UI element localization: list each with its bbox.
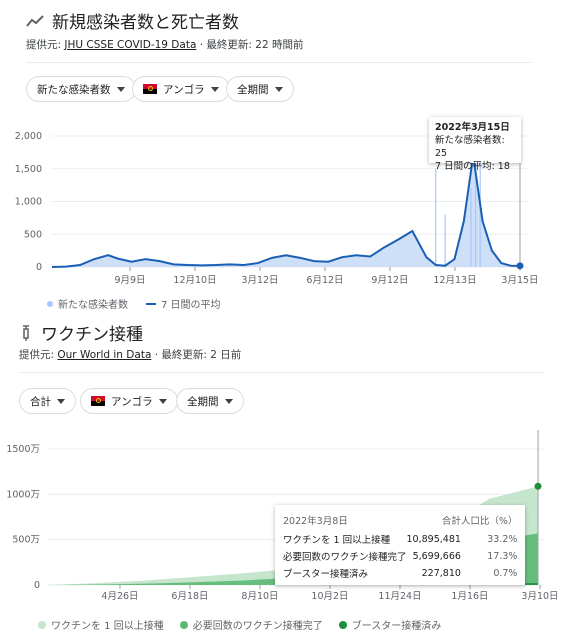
x-tick-label: 3月10日: [521, 591, 558, 602]
angola-flag-icon: [143, 84, 157, 94]
legend-booster-label: ブースター接種済み: [351, 621, 442, 632]
avg-line: [51, 155, 521, 268]
x-tick-label: 8月10日: [241, 591, 278, 602]
caret-down-icon: [274, 86, 283, 92]
cases-section-title: 新規感染者数と死亡者数: [26, 8, 239, 33]
y-tick-label: 500万: [12, 535, 40, 546]
y-tick-label: 1,000: [15, 197, 42, 208]
tooltip-avg-value: 18: [497, 161, 510, 172]
cases-tooltip: 2022年3月15日 新たな感染者数: 25 7 日間の平均: 18: [429, 117, 521, 172]
y-tick-label: 1000万: [6, 489, 40, 500]
y-tick-label: 0: [36, 262, 42, 273]
caret-down-icon: [224, 398, 233, 404]
legend-bars-swatch: [47, 300, 53, 307]
caret-down-icon: [158, 398, 167, 404]
x-tick-label: 4月26日: [101, 591, 138, 602]
vaccine-period-dropdown[interactable]: 全期間: [176, 388, 244, 414]
vaccine-legend: ワクチンを 1 回以上接種 必要回数のワクチン接種完了 ブースター接種済み: [38, 617, 441, 632]
metric-dropdown-label: 新たな感染者数: [37, 83, 111, 96]
y-tick-label: 2,000: [15, 131, 42, 142]
source-prefix: 提供元:: [19, 349, 58, 361]
cases-area: [52, 155, 520, 267]
tooltip-row-label: ブースター接種済み: [283, 569, 369, 580]
vaccine-section-title: ワクチン接種: [19, 320, 143, 345]
trending-up-icon: [26, 14, 44, 27]
country-dropdown-label: アンゴラ: [163, 83, 205, 96]
hover-point: [516, 262, 524, 270]
x-tick-label: 1月16日: [451, 591, 488, 602]
vaccine-source: 提供元: Our World in Data · 最終更新: 2 日前: [19, 347, 241, 362]
vaccine-title-text: ワクチン接種: [41, 325, 143, 345]
period-dropdown-label: 全期間: [237, 83, 269, 96]
legend-line-label: 7 日間の平均: [161, 300, 221, 311]
vaccine-tooltip: 2022年3月8日 合計 人口比（%） ワクチンを 1 回以上接種 10,895…: [275, 505, 525, 585]
last-updated: · 最終更新: 2 日前: [151, 349, 242, 361]
tooltip-row: ブースター接種済み 227,810 0.7%: [283, 565, 517, 582]
last-updated: · 最終更新: 22 時間前: [196, 39, 304, 51]
cases-title-text: 新規感染者数と死亡者数: [52, 13, 239, 33]
legend-bars-label: 新たな感染者数: [58, 300, 128, 311]
cases-source: 提供元: JHU CSSE COVID-19 Data · 最終更新: 22 時…: [26, 37, 303, 52]
owid-source-link[interactable]: Our World in Data: [57, 349, 152, 361]
tooltip-row-total: 227,810: [421, 567, 461, 579]
y-tick-label: 1500万: [6, 444, 40, 455]
divider: [26, 62, 532, 63]
tooltip-row-pct: 17.3%: [487, 550, 518, 562]
jhu-source-link[interactable]: JHU CSSE COVID-19 Data: [64, 39, 197, 51]
tooltip-date: 2022年3月8日: [283, 515, 348, 527]
tooltip-avg-label: 7 日間の平均:: [435, 161, 495, 172]
tooltip-row-total: 10,895,481: [406, 533, 461, 545]
vaccine-period-label: 全期間: [187, 395, 219, 408]
y-tick-label: 1,500: [15, 164, 42, 175]
syringe-icon: [23, 324, 29, 341]
tooltip-col-total: 合計: [441, 515, 461, 527]
angola-flag-icon: [91, 396, 105, 406]
x-tick-label: 6月12日: [306, 275, 343, 286]
caret-down-icon: [57, 398, 65, 404]
hover-point: [534, 482, 542, 490]
legend-line-swatch: [146, 302, 156, 305]
source-prefix: 提供元:: [26, 39, 65, 51]
tooltip-row-label: 必要回数のワクチン接種完了: [283, 552, 407, 563]
legend-full-swatch: [179, 620, 188, 629]
legend-booster-swatch: [338, 620, 347, 629]
tooltip-date: 2022年3月15日: [435, 122, 510, 133]
period-dropdown[interactable]: 全期間: [226, 76, 294, 102]
caret-down-icon: [116, 86, 125, 92]
y-tick-label: 0: [34, 580, 40, 591]
tooltip-row-pct: 0.7%: [493, 567, 518, 579]
tooltip-row-label: ワクチンを 1 回以上接種: [283, 535, 391, 546]
vaccine-country-dropdown[interactable]: アンゴラ: [80, 388, 178, 414]
y-tick-label: 500: [24, 229, 42, 240]
x-tick-label: 11月24日: [378, 591, 421, 602]
cases-legend: 新たな感染者数 7 日間の平均: [47, 296, 221, 311]
caret-down-icon: [210, 86, 219, 92]
x-tick-label: 9月12日: [371, 275, 408, 286]
tooltip-new-cases-label: 新たな感染者数:: [435, 135, 505, 146]
country-dropdown[interactable]: アンゴラ: [132, 76, 230, 102]
vaccine-metric-label: 合計: [30, 395, 51, 408]
x-tick-label: 9月9日: [114, 275, 145, 286]
legend-full-label: 必要回数のワクチン接種完了: [192, 621, 323, 632]
tooltip-new-cases-value: 25: [435, 148, 448, 159]
vaccine-metric-dropdown[interactable]: 合計: [19, 388, 76, 414]
x-tick-label: 3月12日: [241, 275, 278, 286]
tooltip-row: ワクチンを 1 回以上接種 10,895,481 33.2%: [283, 531, 517, 548]
tooltip-row-total: 5,699,666: [412, 550, 461, 562]
x-tick-label: 3月15日: [501, 275, 538, 286]
x-tick-label: 12月10日: [173, 275, 216, 286]
tooltip-row-pct: 33.2%: [487, 533, 518, 545]
x-tick-label: 12月13日: [433, 275, 476, 286]
cases-chart[interactable]: 2,000 1,500 1,000 500 0 9月9日 12月10日 3月12日 6月12日 9…: [0, 120, 565, 295]
legend-one-dose-swatch: [38, 620, 46, 629]
x-tick-label: 6月18日: [171, 591, 208, 602]
divider: [19, 372, 544, 373]
metric-dropdown[interactable]: 新たな感染者数: [26, 76, 136, 102]
tooltip-row: 必要回数のワクチン接種完了 5,699,666 17.3%: [283, 548, 517, 565]
vaccine-country-label: アンゴラ: [111, 395, 153, 408]
tooltip-col-pct: 人口比（%）: [460, 515, 518, 527]
legend-one-dose-label: ワクチンを 1 回以上接種: [51, 621, 164, 632]
x-tick-label: 10月2日: [311, 591, 348, 602]
